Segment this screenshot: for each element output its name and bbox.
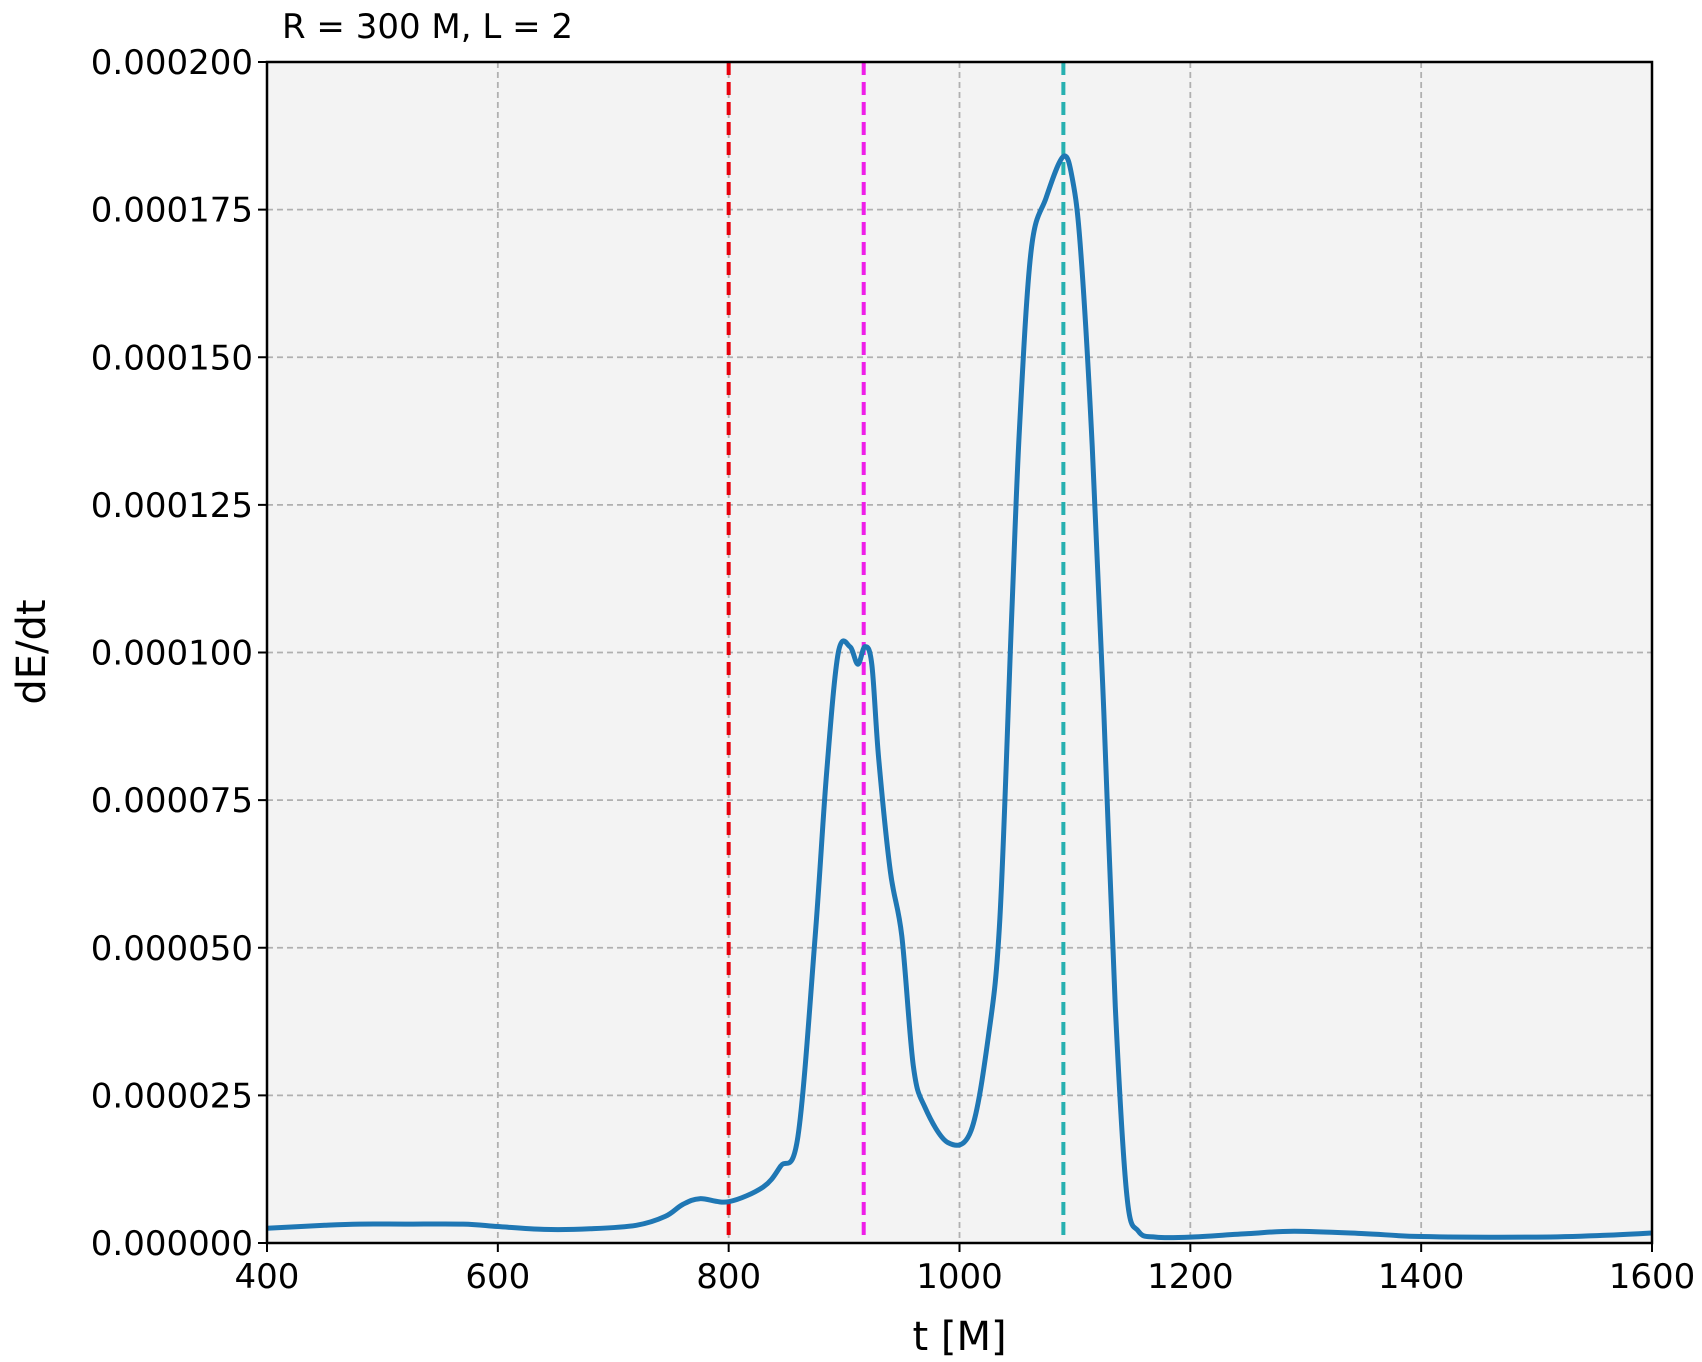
y-tick-label: 0.000000: [91, 1224, 253, 1264]
x-tick-label: 800: [696, 1257, 761, 1297]
y-tick-label: 0.000200: [91, 43, 253, 83]
grid-lines: [267, 62, 1652, 1243]
chart-title: R = 300 M, L = 2: [282, 7, 573, 47]
x-tick-label: 1400: [1378, 1257, 1465, 1297]
data-series: [266, 153, 1653, 1241]
x-tick-label: 1200: [1147, 1257, 1234, 1297]
y-tick-label: 0.000025: [91, 1076, 253, 1116]
y-axis-label: dE/dt: [9, 599, 55, 704]
y-tick-label: 0.000125: [91, 486, 253, 526]
y-tick-label: 0.000050: [91, 929, 253, 969]
y-tick-label: 0.000075: [91, 781, 253, 821]
x-tick-label: 400: [235, 1257, 300, 1297]
x-axis-ticks: 400 600 800 1000 1200 1400 1600: [235, 1243, 1696, 1297]
y-tick-label: 0.000175: [91, 191, 253, 231]
x-tick-label: 1000: [916, 1257, 1003, 1297]
x-axis-label: t [M]: [912, 1314, 1006, 1360]
y-axis-ticks: 0.000000 0.000025 0.000050 0.000075 0.000100…: [91, 43, 267, 1264]
y-tick-label: 0.000150: [91, 338, 253, 378]
series-line: [266, 153, 1653, 1241]
x-tick-label: 1600: [1609, 1257, 1696, 1297]
x-tick-label: 600: [465, 1257, 530, 1297]
y-tick-label: 0.000100: [91, 634, 253, 674]
